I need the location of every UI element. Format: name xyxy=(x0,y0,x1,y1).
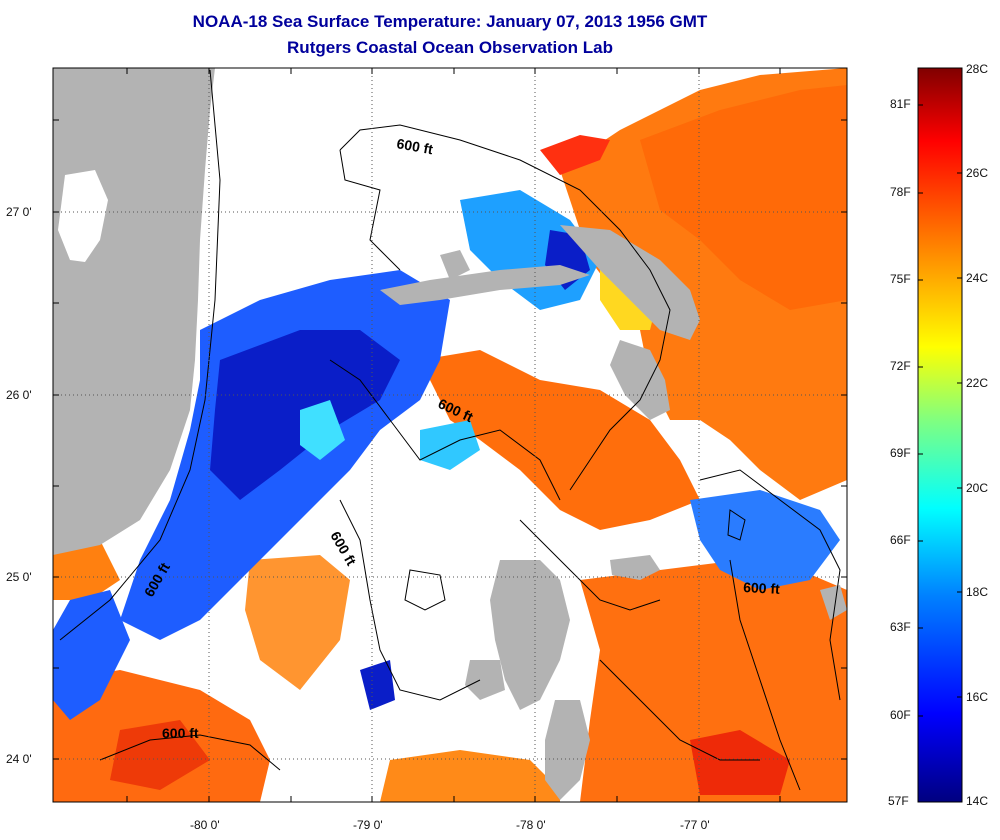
colorbar-celsius-label: 24C xyxy=(966,271,989,285)
axis-ticks xyxy=(53,68,847,802)
lat-label: 26 0' xyxy=(6,388,32,402)
colorbar-fahrenheit-label: 72F xyxy=(890,359,911,373)
colorbar-fahrenheit-label: 63F xyxy=(890,620,911,634)
lon-label: -80 0' xyxy=(190,818,220,832)
colorbar-fahrenheit-label: 81F xyxy=(890,97,911,111)
lon-label: -77 0' xyxy=(680,818,710,832)
colorbar-fahrenheit-label: 69F xyxy=(890,446,911,460)
colorbar-fahrenheit-label: 60F xyxy=(890,708,911,722)
colorbar-celsius-label: 22C xyxy=(966,376,989,390)
colorbar-celsius-label: 26C xyxy=(966,166,989,180)
map-frame xyxy=(52,67,848,803)
map-subtitle: Rutgers Coastal Ocean Observation Lab xyxy=(287,38,613,57)
sst-warm-water xyxy=(53,68,847,802)
lat-label: 25 0' xyxy=(6,570,32,584)
graticule xyxy=(53,68,847,802)
lon-label: -79 0' xyxy=(353,818,383,832)
colorbar-celsius-label: 18C xyxy=(966,585,989,599)
sst-cool-water xyxy=(53,190,840,720)
lon-label: -78 0' xyxy=(516,818,546,832)
lat-label: 24 0' xyxy=(6,752,32,766)
colorbar-fahrenheit-label: 75F xyxy=(890,272,911,286)
contour-label: 600 ft xyxy=(743,579,781,597)
land-masses xyxy=(53,68,847,800)
colorbar-celsius-label: 28C xyxy=(966,62,989,76)
depth-contours xyxy=(59,69,841,791)
colorbar-ticks xyxy=(918,104,962,717)
colorbar-fahrenheit-label: 66F xyxy=(890,533,911,547)
map-title: NOAA-18 Sea Surface Temperature: January… xyxy=(192,12,708,31)
colorbar xyxy=(917,67,963,803)
colorbar-celsius-label: 20C xyxy=(966,481,989,495)
lat-label: 27 0' xyxy=(6,205,32,219)
colorbar-fahrenheit-label: 78F xyxy=(890,185,911,199)
contour-label: 600 ft xyxy=(395,135,434,157)
contour-label: 600 ft xyxy=(162,725,199,741)
colorbar-celsius-label: 16C xyxy=(966,690,989,704)
colorbar-celsius-label: 14C xyxy=(966,794,989,808)
colorbar-fahrenheit-label: 57F xyxy=(888,794,909,808)
